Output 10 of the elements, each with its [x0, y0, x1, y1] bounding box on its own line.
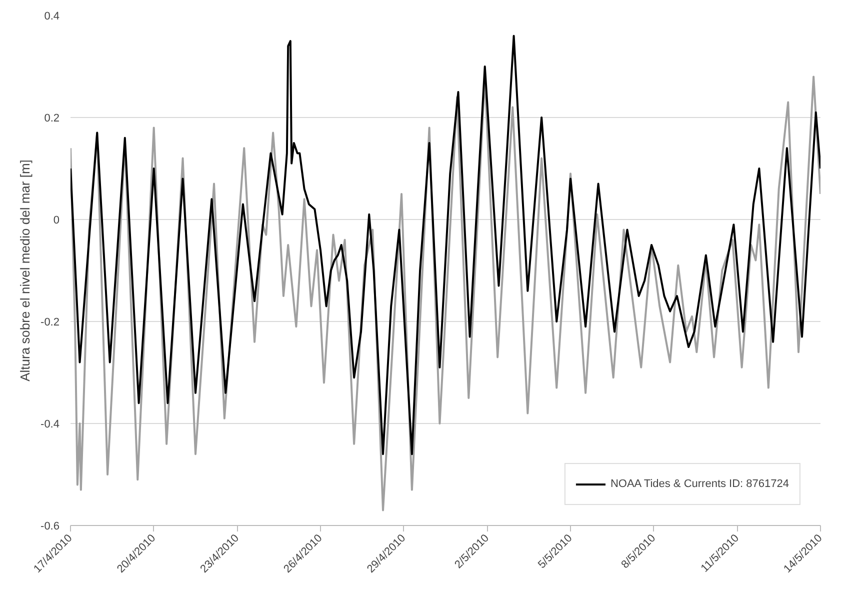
- y-tick-label: 0: [53, 214, 60, 226]
- legend-label: NOAA Tides & Currents ID: 8761724: [610, 478, 789, 490]
- y-tick-label: -0.2: [40, 316, 60, 328]
- y-tick-label: 0.4: [44, 10, 60, 22]
- y-axis-title: Altura sobre el nivel medio del mar [m]: [18, 160, 33, 382]
- y-tick-label: -0.4: [40, 418, 60, 430]
- line-series: [70, 34, 820, 456]
- line-series: [70, 76, 820, 512]
- y-tick-label: 0.2: [44, 112, 60, 124]
- y-tick-label: -0.6: [40, 520, 60, 532]
